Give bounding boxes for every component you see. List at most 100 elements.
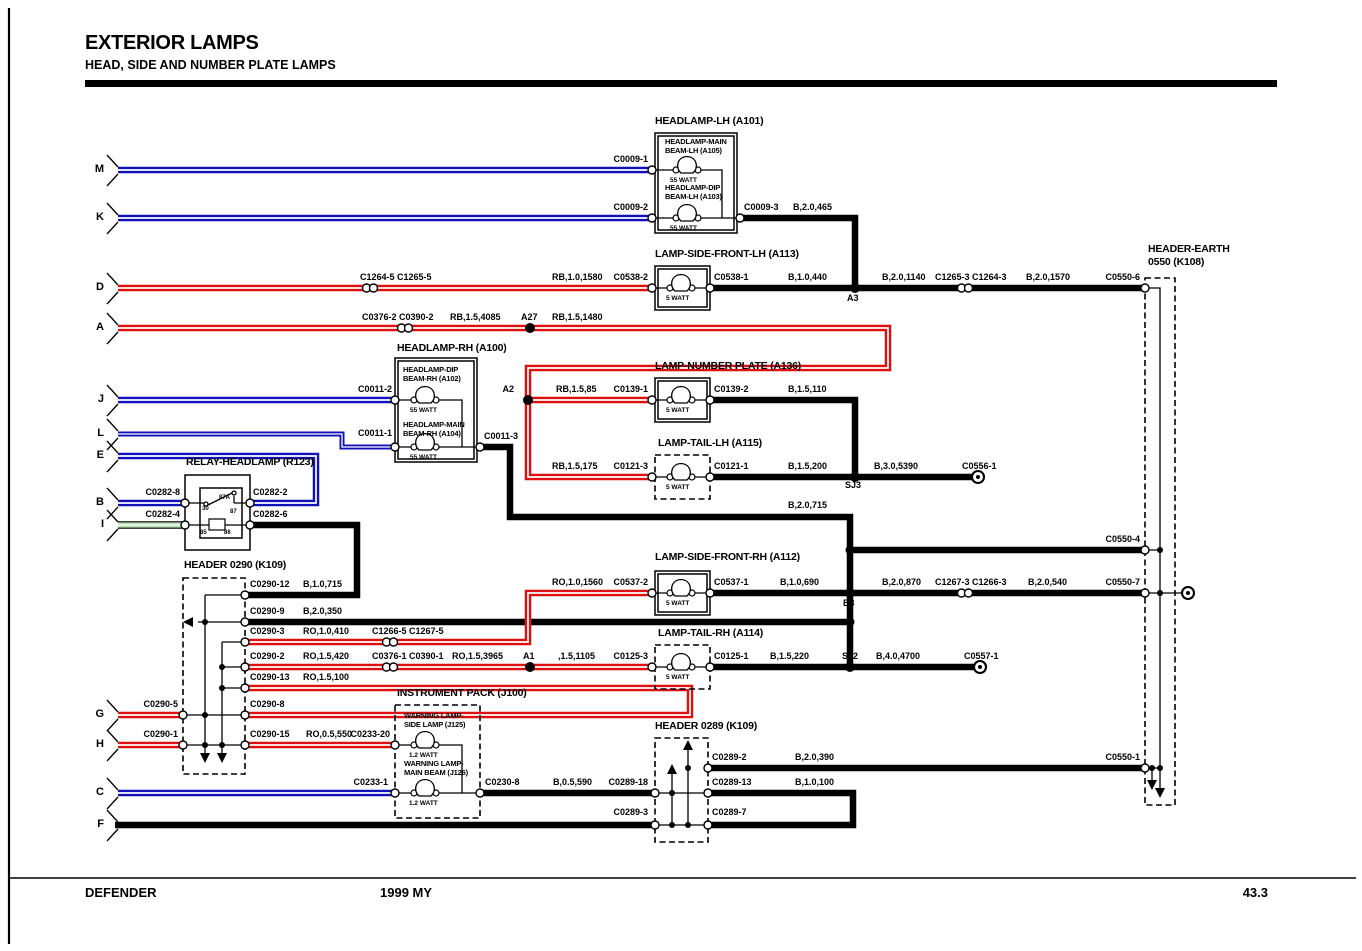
bulb-label-j126-2: MAIN BEAM (J126) — [404, 768, 468, 777]
bulb-label-a105-2: BEAM-LH (A105) — [665, 146, 722, 155]
page-border — [7, 8, 1356, 944]
connector-label-c0376-1-c0390-1: C0376-1 C0390-1 — [372, 651, 444, 661]
connector-label-c0139-1: C0139-1 — [613, 384, 648, 394]
connector-label-c0290-9: C0290-9 — [250, 606, 285, 616]
bulb-label-j125-1: WARNING LAMP- — [404, 711, 464, 720]
page-subtitle: HEAD, SIDE AND NUMBER PLATE LAMPS — [85, 58, 336, 72]
connector-label-c0550-6: C0550-6 — [1105, 272, 1140, 282]
wire-label-b-3-0-5390: B,3.0,5390 — [874, 461, 919, 471]
wire-label-b-1-0-440: B,1.0,440 — [788, 272, 828, 282]
wire-label-ro-1-0-1560: RO,1.0,1560 — [552, 577, 604, 587]
wire-label-ro-1-5-420: RO,1.5,420 — [303, 651, 350, 661]
footer-model-year: 1999 MY — [380, 885, 433, 900]
connector-label-c0011-2: C0011-2 — [357, 384, 392, 394]
connector-label-c0125-3: C0125-3 — [613, 651, 648, 661]
connector-pins — [178, 165, 1150, 830]
bulb-watt-a102: 55 WATT — [410, 407, 437, 414]
relay-pin-87: 87 — [230, 509, 237, 515]
component-title-headlamp-rh: HEADLAMP-RH (A100) — [397, 342, 507, 354]
earth-ring-terminals — [970, 469, 1196, 675]
junction-dots — [202, 547, 1163, 828]
connector-label-c0538-1: C0538-1 — [714, 272, 749, 282]
bulb-label-j125-2: SIDE LAMP (J125) — [404, 720, 466, 729]
connector-label-c0537-1: C0537-1 — [714, 577, 749, 587]
offpage-label-g: G — [95, 708, 104, 720]
component-title-header-earth-1: HEADER-EARTH — [1148, 243, 1230, 255]
bulb-label-a102-2: BEAM-RH (A102) — [403, 374, 461, 383]
relay-pin-87a: 87A — [219, 495, 231, 501]
wire-label-ro-0-5-550: RO,0.5,550 — [306, 729, 353, 739]
offpage-label-d: D — [96, 281, 104, 293]
wire-label-b-1-5-220: B,1.5,220 — [770, 651, 810, 661]
splice-label-sj3: SJ3 — [845, 480, 862, 490]
connector-label-c0537-2: C0537-2 — [613, 577, 648, 587]
connector-label-c0233-20: C0233-20 — [350, 729, 390, 739]
wire-label-b-1-5-110: B,1.5,110 — [788, 384, 827, 394]
wire-label-ro-1-0-410: RO,1.0,410 — [303, 626, 350, 636]
wire-label-b-1-5-200: B,1.5,200 — [788, 461, 828, 471]
connector-label-c0557-1: C0557-1 — [964, 651, 999, 661]
component-title-header-earth-2: 0550 (K108) — [1148, 256, 1205, 268]
wire-label-b-1-0-690: B,1.0,690 — [780, 577, 820, 587]
connector-label-c0290-12: C0290-12 — [250, 579, 290, 589]
splice-label-a1: A1 — [523, 651, 535, 661]
bulb-watt-a115: 5 WATT — [666, 484, 690, 491]
offpage-label-c: C — [96, 786, 104, 798]
connector-label-c0289-7: C0289-7 — [712, 807, 747, 817]
connector-label-c0290-3: C0290-3 — [250, 626, 285, 636]
connector-label-c1264-5-c1265-5: C1264-5 C1265-5 — [360, 272, 432, 282]
wire-label-b-2-0-1140: B,2.0,1140 — [882, 272, 926, 282]
connector-label-c0121-1: C0121-1 — [714, 461, 749, 471]
offpage-label-h: H — [96, 738, 104, 750]
bulb-watt-j125: 1.2 WATT — [409, 752, 438, 759]
connector-label-c0282-4: C0282-4 — [145, 509, 180, 519]
connector-label-c1267-3-c1266-3: C1267-3 C1266-3 — [935, 577, 1007, 587]
component-title-headlamp-lh: HEADLAMP-LH (A101) — [655, 115, 764, 127]
wire-label-1-5-1105: ,1.5,1105 — [558, 651, 596, 661]
bulb-label-a105-1: HEADLAMP-MAIN — [665, 137, 727, 146]
wire-label-ro-1-5-100: RO,1.5,100 — [303, 672, 350, 682]
connector-label-c0289-13: C0289-13 — [712, 777, 752, 787]
offpage-label-a: A — [96, 321, 104, 333]
bulb-watt-a136: 5 WATT — [666, 407, 690, 414]
offpage-label-k: K — [96, 211, 104, 223]
bulb-watt-a103: 55 WATT — [670, 225, 697, 232]
connector-label-c0125-1: C0125-1 — [714, 651, 749, 661]
connector-label-c1266-5-c1267-5: C1266-5 C1267-5 — [372, 626, 444, 636]
offpage-connector-arrows — [106, 154, 119, 842]
wire-label-b-1-0-100: B,1.0,100 — [795, 777, 835, 787]
wire-label-rb-1-5-1480: RB,1.5,1480 — [552, 312, 603, 322]
connector-label-c0282-8: C0282-8 — [145, 487, 180, 497]
connector-label-c0556-1: C0556-1 — [962, 461, 997, 471]
footer-model: DEFENDER — [85, 885, 157, 900]
wire-label-b-2-0-540: B,2.0,540 — [1028, 577, 1068, 587]
wire-label-b-4-0-4700: B,4.0,4700 — [876, 651, 921, 661]
connector-label-c0289-2: C0289-2 — [712, 752, 747, 762]
splice-label-a2: A2 — [502, 384, 514, 394]
wire-label-rb-1-5-4085: RB,1.5,4085 — [450, 312, 501, 322]
connector-label-c0011-1: C0011-1 — [357, 428, 392, 438]
connector-label-c0290-5: C0290-5 — [143, 699, 178, 709]
offpage-label-i: I — [100, 518, 104, 530]
offpage-label-e: E — [96, 449, 104, 461]
component-title-relay-headlamp: RELAY-HEADLAMP (R123) — [186, 456, 314, 468]
page-title: EXTERIOR LAMPS — [85, 32, 259, 54]
connector-label-c0290-1: C0290-1 — [143, 729, 178, 739]
wire-label-b-0-5-590: B,0.5,590 — [553, 777, 593, 787]
splice-label-a27: A27 — [521, 312, 538, 322]
component-title-instrument-pack: INSTRUMENT PACK (J100) — [397, 687, 527, 699]
bus-arrows — [183, 617, 1165, 798]
wires-red — [118, 284, 892, 749]
wire-label-b-2-0-465: B,2.0,465 — [793, 202, 833, 212]
connector-label-c0550-7: C0550-7 — [1105, 577, 1140, 587]
wire-label-b-2-0-715: B,2.0,715 — [788, 500, 828, 510]
offpage-label-m: M — [94, 163, 104, 175]
offpage-label-b: B — [96, 496, 104, 508]
relay-pin-30: 30 — [202, 506, 209, 512]
splice-label-sj2: SJ2 — [842, 651, 859, 661]
connector-label-c0538-2: C0538-2 — [613, 272, 648, 282]
bulb-label-a103-2: BEAM-LH (A103) — [665, 192, 722, 201]
bulb-label-a103-1: HEADLAMP-DIP — [665, 183, 721, 192]
